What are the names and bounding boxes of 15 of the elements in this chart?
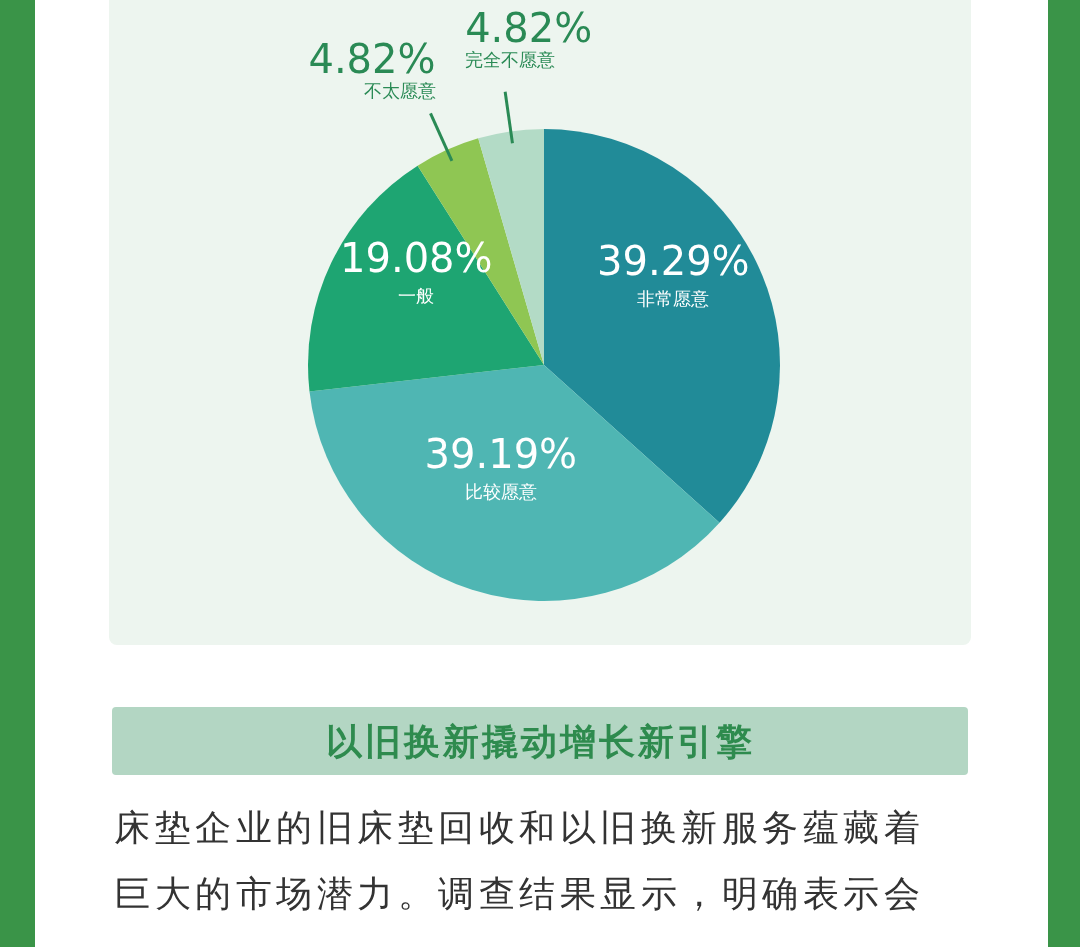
slice-label: 完全不愿意 — [465, 48, 556, 70]
data-label: 4.82% — [465, 4, 593, 51]
text: 以旧换新撬动增长新引擎 — [325, 721, 755, 762]
data-label: 4.82% — [308, 36, 436, 83]
slice-label: 非常愿意 — [637, 288, 710, 310]
data-label: 19.08% — [340, 234, 493, 281]
data-label: 39.19% — [424, 430, 578, 477]
pie-slice — [308, 165, 544, 392]
text: 巨大的市场潜力。调查结果显示，明确表示会 — [114, 873, 924, 914]
slice-label: 不太愿意 — [363, 80, 436, 102]
slice-label: 比较愿意 — [464, 480, 537, 502]
slice-label: 一般 — [398, 284, 435, 306]
data-label: 39.29% — [597, 238, 750, 285]
text: 床垫企业的旧床垫回收和以旧换新服务蕴藏着 — [114, 807, 924, 848]
pie-slice — [309, 365, 720, 601]
